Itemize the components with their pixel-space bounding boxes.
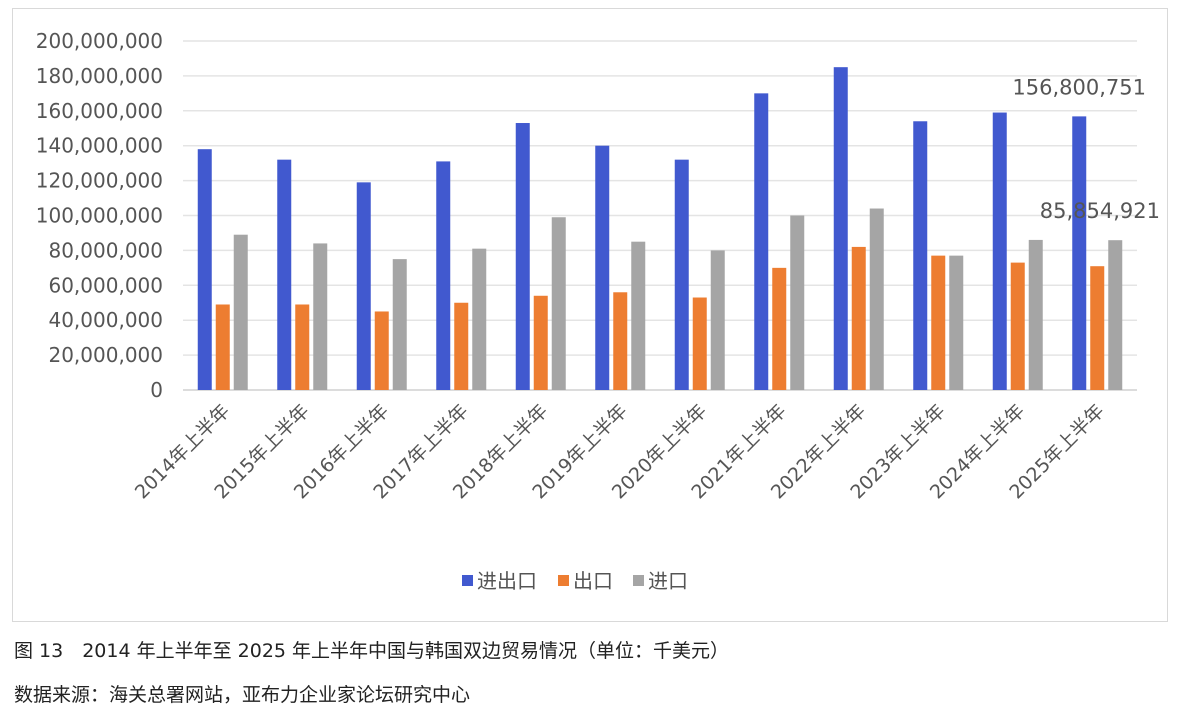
legend-swatch (462, 575, 473, 586)
bar-进口 (710, 250, 725, 390)
figure-caption: 图 13 2014 年上半年至 2025 年上半年中国与韩国双边贸易情况（单位：… (14, 640, 730, 662)
bar-进出口 (436, 161, 451, 390)
legend-swatch (558, 575, 569, 586)
bar-出口 (1090, 266, 1105, 390)
bar-出口 (931, 255, 946, 390)
bar-进出口 (277, 159, 292, 390)
bar-进口 (1028, 239, 1043, 390)
bar-出口 (1010, 262, 1025, 390)
y-tick-label: 200,000,000 (36, 29, 163, 53)
bar-出口 (454, 302, 469, 390)
bar-进口 (551, 217, 566, 390)
bar-进出口 (197, 149, 212, 390)
legend-label: 出口 (573, 569, 613, 593)
bar-进出口 (833, 67, 848, 391)
legend-label: 进出口 (477, 569, 537, 593)
bar-进出口 (674, 159, 689, 390)
bar-进口 (472, 248, 487, 390)
bar-进口 (233, 234, 248, 390)
bar-进出口 (1072, 116, 1087, 390)
bar-进出口 (754, 93, 769, 390)
bar-进口 (1108, 240, 1123, 390)
y-tick-label: 160,000,000 (36, 99, 163, 123)
y-tick-label: 180,000,000 (36, 64, 163, 88)
bar-进口 (790, 215, 805, 390)
bar-出口 (533, 295, 548, 390)
bar-进口 (392, 259, 407, 390)
bar-进出口 (913, 121, 928, 391)
bar-出口 (295, 304, 310, 390)
bar-出口 (374, 311, 389, 390)
bar-出口 (613, 292, 628, 390)
bar-进口 (313, 243, 328, 390)
bar-进出口 (992, 112, 1007, 391)
legend-swatch (633, 575, 644, 586)
y-tick-label: 0 (150, 378, 163, 402)
bar-进出口 (595, 145, 610, 390)
bar-出口 (772, 267, 787, 390)
legend-label: 进口 (648, 569, 688, 593)
bar-进出口 (515, 123, 530, 390)
bar-进口 (631, 241, 646, 390)
y-tick-label: 40,000,000 (48, 308, 163, 332)
y-tick-label: 60,000,000 (48, 273, 163, 297)
data-label-import: 85,854,921 (1040, 199, 1160, 223)
bar-出口 (692, 297, 707, 390)
data-source: 数据来源：海关总署网站，亚布力企业家论坛研究中心 (14, 684, 471, 706)
y-tick-label: 80,000,000 (48, 238, 163, 262)
bar-进出口 (356, 182, 371, 390)
bar-进口 (949, 255, 964, 390)
y-tick-label: 20,000,000 (48, 343, 163, 367)
y-tick-label: 120,000,000 (36, 169, 163, 193)
bar-进口 (869, 208, 884, 390)
bar-出口 (851, 246, 866, 390)
data-label-total: 156,800,751 (1012, 75, 1146, 99)
y-tick-label: 140,000,000 (36, 134, 163, 158)
chart-frame (12, 8, 1168, 622)
bar-chart: 0 20,000,000 40,000,000 60,000,000 80,000,00… (36, 29, 1160, 593)
bar-出口 (215, 304, 230, 390)
y-tick-label: 100,000,000 (36, 204, 163, 228)
